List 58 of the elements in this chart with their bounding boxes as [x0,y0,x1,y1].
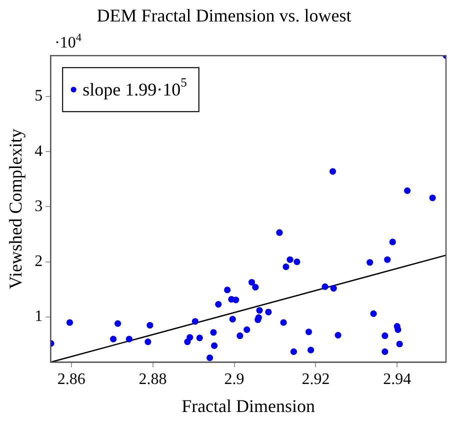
point [196,334,203,342]
x-tick-label: 2.9 [224,371,244,388]
point [229,316,236,322]
point [404,187,411,194]
y-tick-label: 3 [34,198,43,215]
point [256,307,263,314]
point [384,256,391,263]
point [224,286,231,294]
point [334,332,342,338]
point [210,329,217,336]
point [144,338,152,346]
x-tick-label: 2.94 [383,371,412,388]
point [110,336,117,342]
point [265,308,272,316]
point [382,348,388,356]
point [429,194,436,202]
point [126,336,132,342]
point [186,334,194,341]
point [396,340,403,348]
point [308,346,314,354]
point [366,259,374,266]
y-tick-label: 5 [34,88,43,105]
point [329,168,336,175]
point [280,319,287,326]
y-tick-label: 2 [34,253,43,270]
point [206,354,214,362]
point [252,284,259,291]
point [114,320,122,327]
point [244,326,250,333]
point [290,348,298,356]
point [248,278,256,286]
point [394,326,402,333]
point [255,314,262,321]
x-tick-label: 2.88 [138,371,167,388]
point [276,229,283,236]
point [215,301,222,308]
point [294,258,300,266]
point [305,328,312,336]
point [282,264,290,270]
point [232,296,240,304]
x-tick-label: 2.92 [302,371,330,388]
point [236,332,244,340]
x-axis-title: Fractal Dimension [182,396,316,416]
x-tick-label: 2.86 [57,371,86,388]
point [192,318,198,325]
point [146,322,154,329]
point [389,238,396,246]
y-tick-label: 1 [34,308,43,326]
point [330,285,337,292]
y-tick-label: 4 [34,142,43,160]
chart-title: DEM Fractal Dimension vs. lowest [96,6,352,26]
point [286,256,294,263]
point [322,283,328,290]
point [211,342,218,349]
point [66,319,74,326]
y-axis-title: Viewshed Complexity [6,128,26,290]
point [382,332,388,340]
point [370,310,377,317]
